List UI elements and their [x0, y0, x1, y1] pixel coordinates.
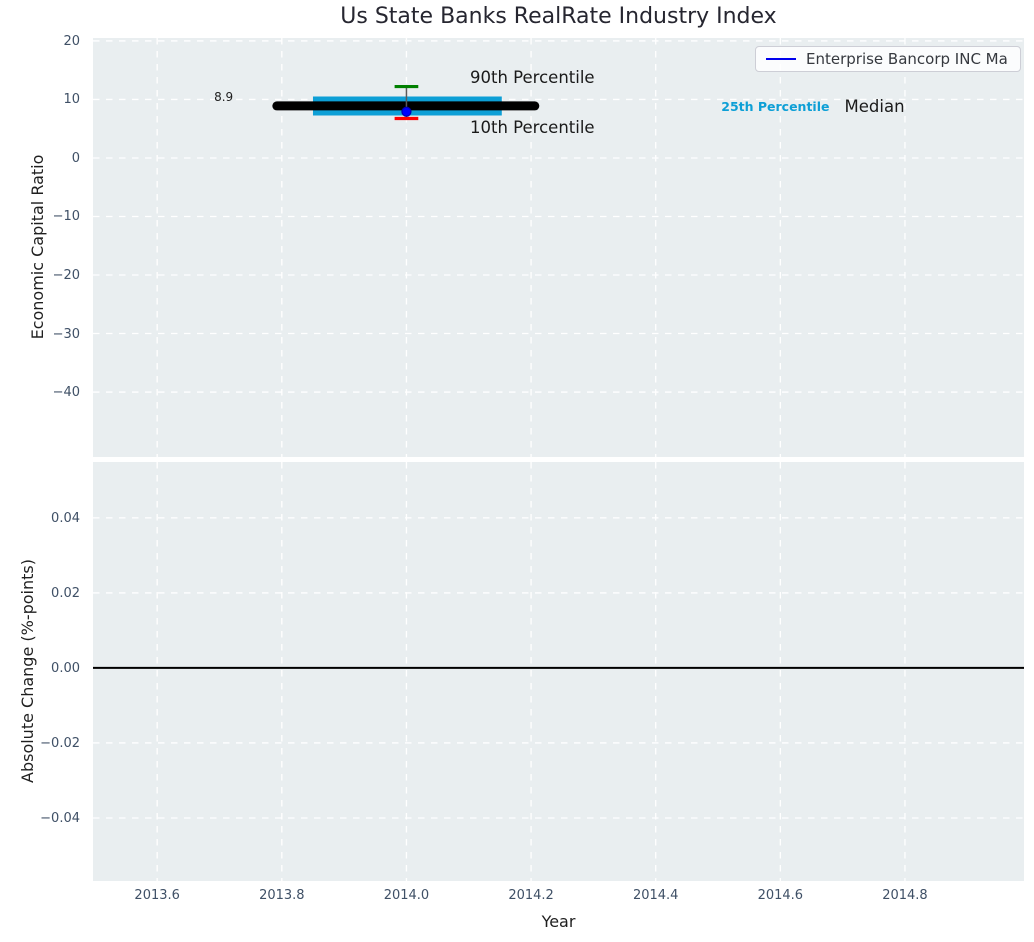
y-tick-label: −0.02 [40, 735, 80, 751]
legend: Enterprise Bancorp INC Ma [755, 46, 1021, 72]
y-tick-label: 0 [71, 150, 80, 166]
p25-label: 25th Percentile [721, 98, 830, 114]
x-tick-label: 2014.4 [632, 888, 679, 903]
bottom-plot-canvas [93, 462, 1024, 881]
y-tick-label: 10 [63, 92, 80, 108]
p10-label: 10th Percentile [470, 117, 595, 137]
median-value-label: 8.9 [214, 90, 234, 105]
median-label: Median [844, 96, 905, 116]
y-tick-label: −30 [52, 326, 80, 342]
chart-title: Us State Banks RealRate Industry Index [340, 4, 777, 29]
x-axis-label: Year [541, 912, 576, 931]
bottom-plot-absolute-change [93, 462, 1024, 881]
x-tick-label: 2013.6 [134, 888, 180, 903]
x-tick-label: 2013.8 [259, 888, 305, 903]
top-plot-canvas [93, 38, 1024, 457]
y-tick-label: −20 [52, 268, 80, 283]
y-tick-label: 0.00 [51, 660, 80, 676]
y-tick-label: 0.04 [51, 510, 80, 526]
x-tick-label: 2014.6 [757, 888, 804, 903]
y-tick-label: 0.02 [51, 585, 80, 601]
y-tick-label: 20 [63, 33, 80, 49]
y-tick-label: −10 [52, 209, 80, 225]
top-plot-economic-capital-ratio: 8.9 90th Percentile 10th Percentile 25th Pe… [93, 38, 1024, 457]
x-tick-label: 2014.0 [383, 888, 430, 903]
x-tick-label: 2014.2 [508, 888, 554, 903]
y-tick-label: −40 [52, 385, 80, 401]
y-tick-label: −0.04 [40, 810, 80, 826]
p90-label: 90th Percentile [470, 67, 595, 87]
y-axis-label-top: Economic Capital Ratio [28, 154, 47, 340]
legend-line-icon [766, 58, 796, 60]
x-tick-label: 2014.8 [882, 888, 928, 903]
legend-label: Enterprise Bancorp INC Ma [806, 50, 1008, 68]
company-point-marker [401, 106, 412, 117]
